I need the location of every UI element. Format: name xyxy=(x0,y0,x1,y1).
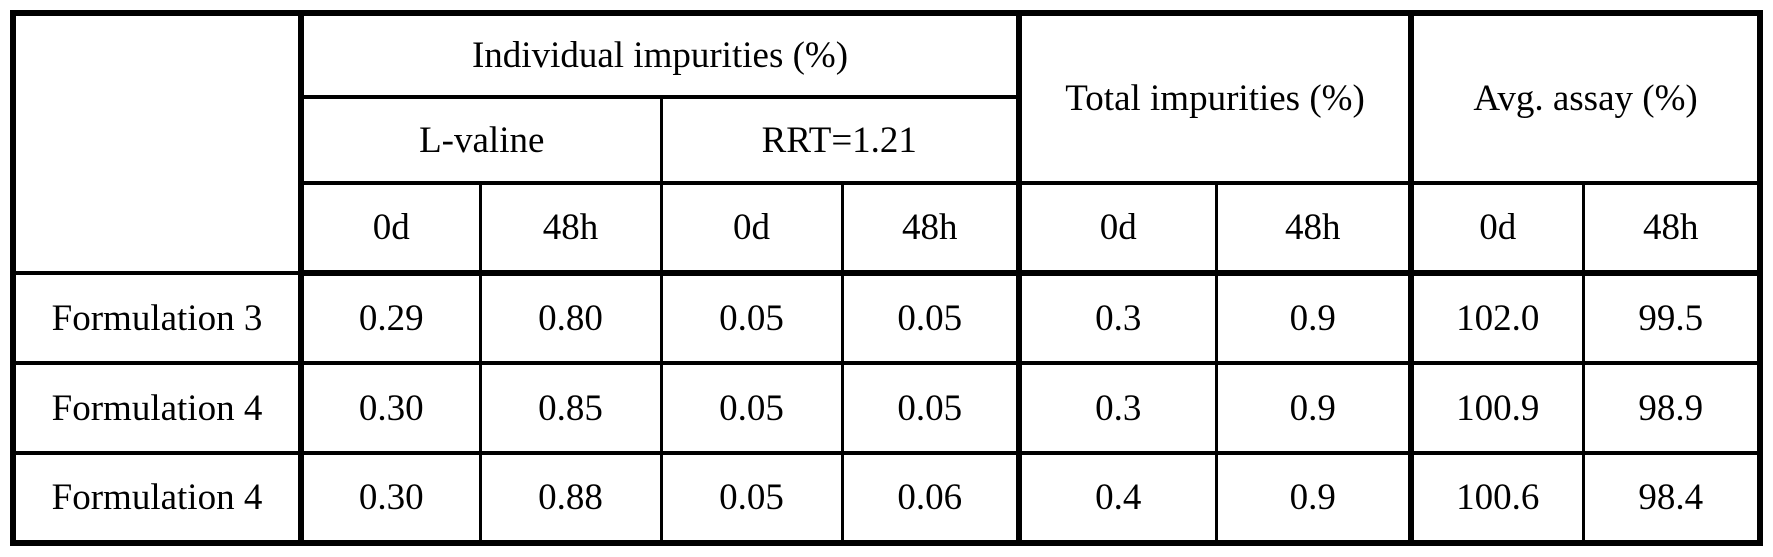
header-timepoint-lvaline-48h: 48h xyxy=(478,181,663,276)
impurities-assay-table: Individual impurities (%) Total impuriti… xyxy=(10,10,1764,546)
header-timepoint-assay-0d: 0d xyxy=(1408,181,1585,276)
cell-lvaline-48h: 0.80 xyxy=(478,271,663,365)
cell-rrt-0d: 0.05 xyxy=(659,271,844,365)
cell-assay-0d: 102.0 xyxy=(1408,271,1585,365)
cell-lvaline-48h: 0.88 xyxy=(478,451,663,545)
cell-total-0d: 0.4 xyxy=(1016,451,1218,545)
cell-lvaline-0d: 0.29 xyxy=(298,271,482,365)
cell-assay-0d: 100.6 xyxy=(1408,451,1585,545)
row-label: Formulation 3 xyxy=(11,271,303,365)
header-timepoint-rrt-48h: 48h xyxy=(840,181,1021,276)
header-timepoint-total-48h: 48h xyxy=(1214,181,1413,276)
cell-rrt-0d: 0.05 xyxy=(659,451,844,545)
cell-rrt-48h: 0.06 xyxy=(840,451,1021,545)
row-label: Formulation 4 xyxy=(11,361,303,455)
cell-rrt-0d: 0.05 xyxy=(659,361,844,455)
header-timepoint-assay-48h: 48h xyxy=(1581,181,1762,276)
cell-rrt-48h: 0.05 xyxy=(840,361,1021,455)
table-header: Individual impurities (%) Total impuriti… xyxy=(11,11,1762,276)
cell-assay-0d: 100.9 xyxy=(1408,361,1585,455)
table-row: Formulation 4 0.30 0.88 0.05 0.06 0.4 0.… xyxy=(11,451,1762,545)
cell-total-0d: 0.3 xyxy=(1016,271,1218,365)
corner-cell xyxy=(11,11,303,275)
cell-total-48h: 0.9 xyxy=(1214,451,1413,545)
table-row: Formulation 4 0.30 0.85 0.05 0.05 0.3 0.… xyxy=(11,361,1762,455)
cell-assay-48h: 98.4 xyxy=(1581,451,1762,545)
cell-total-48h: 0.9 xyxy=(1214,361,1413,455)
table-body: Formulation 3 0.29 0.80 0.05 0.05 0.3 0.… xyxy=(11,271,1762,545)
row-label: Formulation 4 xyxy=(11,451,303,545)
header-individual-impurities: Individual impurities (%) xyxy=(297,11,1021,99)
header-timepoint-lvaline-0d: 0d xyxy=(298,181,482,276)
header-l-valine: L-valine xyxy=(298,95,663,185)
header-rrt: RRT=1.21 xyxy=(659,95,1021,185)
header-timepoint-total-0d: 0d xyxy=(1016,181,1218,276)
cell-total-48h: 0.9 xyxy=(1214,271,1413,365)
cell-rrt-48h: 0.05 xyxy=(840,271,1021,365)
cell-assay-48h: 98.9 xyxy=(1581,361,1762,455)
cell-assay-48h: 99.5 xyxy=(1581,271,1762,365)
header-total-impurities: Total impurities (%) xyxy=(1016,11,1413,185)
cell-lvaline-0d: 0.30 xyxy=(298,361,482,455)
table-row: Formulation 3 0.29 0.80 0.05 0.05 0.3 0.… xyxy=(11,271,1762,365)
header-timepoint-rrt-0d: 0d xyxy=(659,181,844,276)
cell-lvaline-0d: 0.30 xyxy=(298,451,482,545)
cell-lvaline-48h: 0.85 xyxy=(478,361,663,455)
cell-total-0d: 0.3 xyxy=(1016,361,1218,455)
header-avg-assay: Avg. assay (%) xyxy=(1408,11,1762,185)
